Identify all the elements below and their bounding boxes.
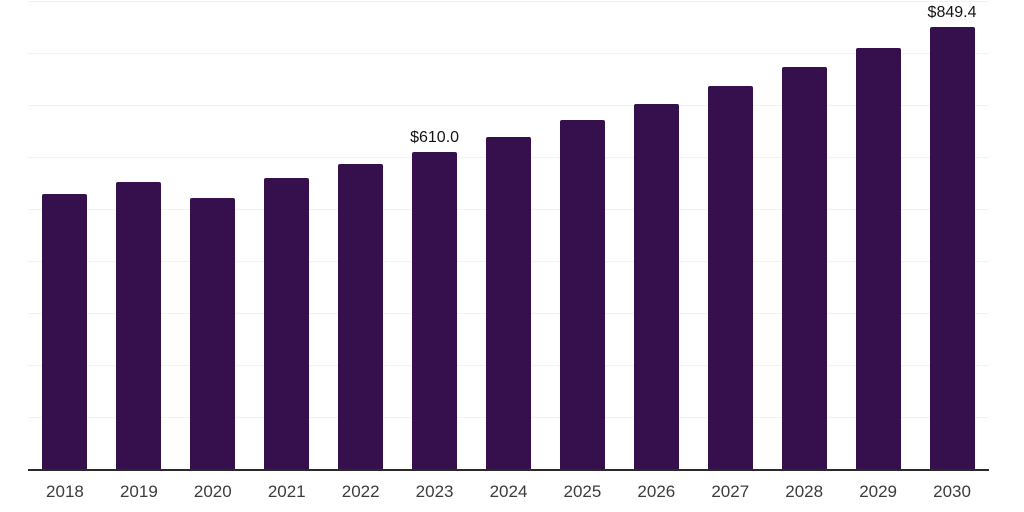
bar-2019[interactable] xyxy=(116,182,162,469)
bar-chart: $610.0 $849.4 2018 2019 2020 2021 2022 2023 202… xyxy=(28,0,989,502)
x-tick-label-2023: 2023 xyxy=(415,482,454,501)
x-tick-label-2020: 2020 xyxy=(193,482,232,501)
bar-slot-2019 xyxy=(102,0,176,469)
bar-slot-2025 xyxy=(545,0,619,469)
gridline-900 xyxy=(28,0,989,2)
bar-slot-2020 xyxy=(176,0,250,469)
bar-slot-2022 xyxy=(324,0,398,469)
x-tick-label-2028: 2028 xyxy=(785,482,824,501)
bar-slot-2026 xyxy=(619,0,693,469)
bar-value-label-2030: $849.4 xyxy=(927,4,977,22)
x-tick-label-2019: 2019 xyxy=(119,482,158,501)
bar-slot-2029 xyxy=(841,0,915,469)
bar-2029[interactable] xyxy=(855,47,901,469)
x-tick-label-2018: 2018 xyxy=(46,482,84,501)
x-tick-label-2027: 2027 xyxy=(711,482,750,501)
bar-slot-2027 xyxy=(693,0,767,469)
bar-2025[interactable] xyxy=(559,120,605,469)
x-tick-label-2021: 2021 xyxy=(267,482,306,501)
x-ticks-row: 2018 2019 2020 2021 2022 2023 2024 2025 2026 2027… xyxy=(28,482,989,502)
x-tick-label-2030: 2030 xyxy=(933,482,971,501)
bar-slot-2028 xyxy=(767,0,841,469)
bar-slot-2018 xyxy=(28,0,102,469)
bar-slot-2024 xyxy=(472,0,546,469)
bar-2020[interactable] xyxy=(190,197,236,469)
bar-2022[interactable] xyxy=(338,164,384,469)
bar-2028[interactable] xyxy=(781,67,827,469)
x-tick-label-2025: 2025 xyxy=(563,482,602,501)
bar-2026[interactable] xyxy=(633,103,679,469)
x-tick-label-2026: 2026 xyxy=(637,482,676,501)
bar-2024[interactable] xyxy=(485,136,531,469)
x-axis-line xyxy=(28,469,989,471)
bar-2030[interactable] xyxy=(929,27,975,469)
bar-slot-2021 xyxy=(250,0,324,469)
bar-2018[interactable] xyxy=(42,193,88,469)
gridline-700 xyxy=(28,104,989,106)
bar-2023[interactable] xyxy=(412,151,458,469)
x-tick-label-2029: 2029 xyxy=(859,482,898,501)
bars-row: $610.0 $849.4 xyxy=(28,0,989,469)
x-tick-label-2022: 2022 xyxy=(341,482,380,501)
bar-slot-2023: $610.0 xyxy=(398,0,472,469)
bar-value-label-2023: $610.0 xyxy=(410,128,460,146)
bar-2027[interactable] xyxy=(707,85,753,469)
x-tick-label-2024: 2024 xyxy=(489,482,528,501)
bar-2021[interactable] xyxy=(264,177,310,469)
bar-slot-2030: $849.4 xyxy=(915,0,989,469)
plot-area: $610.0 $849.4 xyxy=(28,0,989,469)
gridline-800 xyxy=(28,52,989,54)
